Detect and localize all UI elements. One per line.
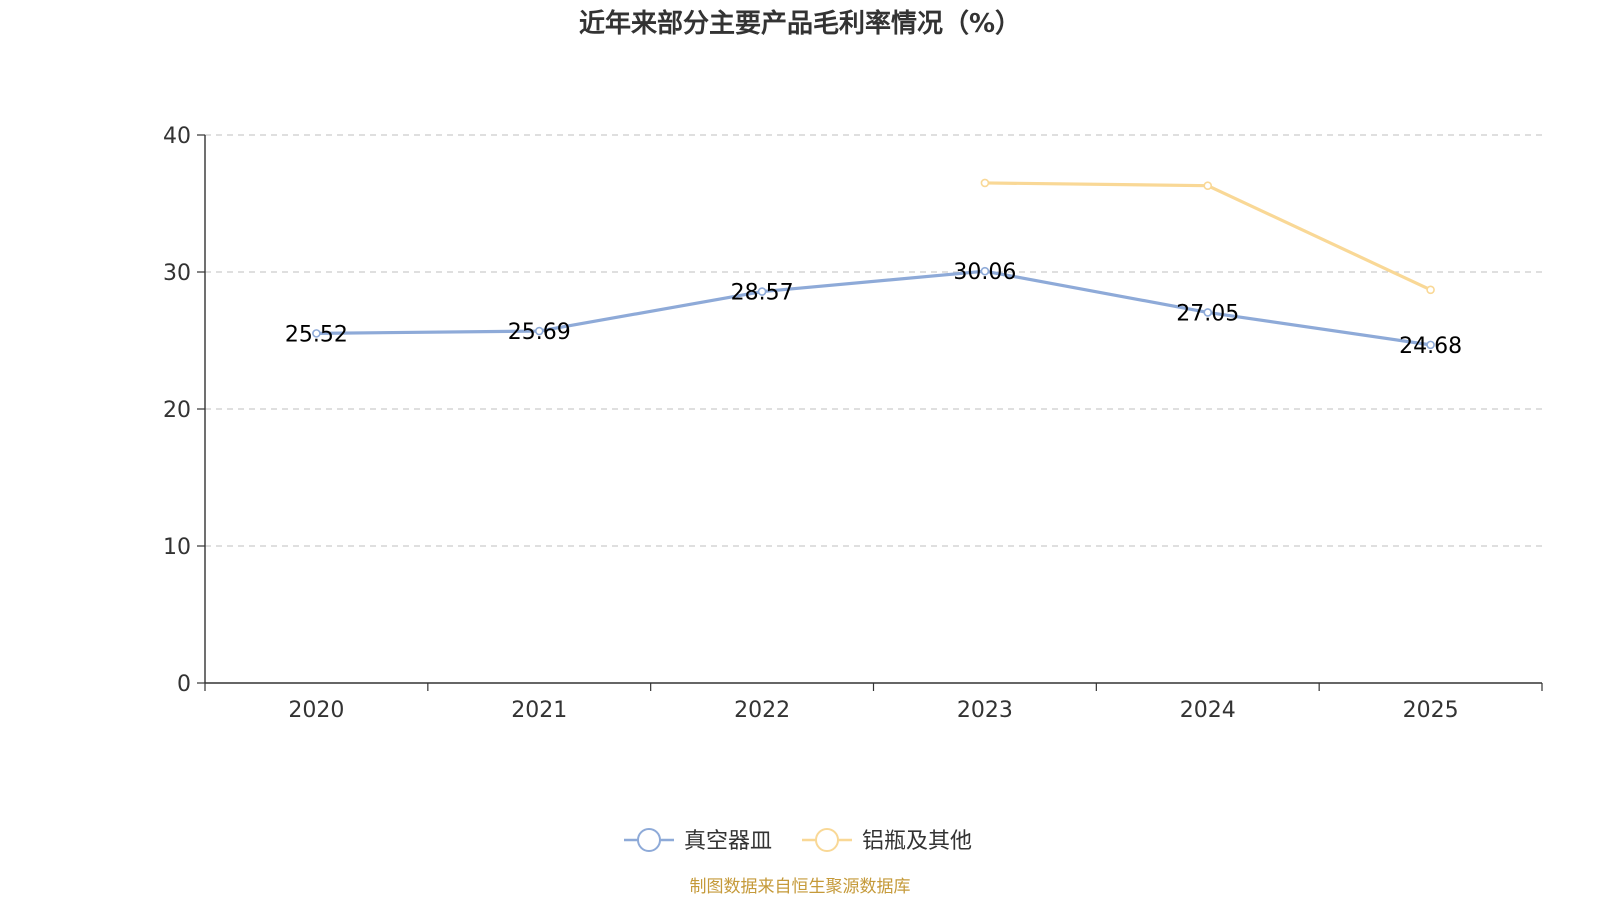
legend[interactable]: 真空器皿 铝瓶及其他 bbox=[624, 828, 972, 854]
data-point[interactable] bbox=[980, 178, 990, 188]
data-point[interactable] bbox=[757, 287, 767, 296]
data-point[interactable] bbox=[980, 266, 990, 276]
y-tick-label: 10 bbox=[163, 535, 191, 560]
legend-circle-icon bbox=[637, 828, 661, 852]
legend-item-0[interactable]: 真空器皿 bbox=[624, 828, 772, 854]
data-label: 24.68 bbox=[1399, 334, 1462, 359]
y-tick-label: 0 bbox=[177, 672, 191, 697]
axes: 0 10 20 30 40 2020 2021 2022 2023 2024 2025 bbox=[163, 124, 1543, 723]
legend-circle-icon bbox=[815, 828, 839, 852]
data-point[interactable] bbox=[1203, 181, 1213, 190]
data-point[interactable] bbox=[312, 329, 321, 338]
series-line-1 bbox=[984, 181, 1432, 292]
data-label: 30.06 bbox=[953, 260, 1016, 285]
data-point[interactable] bbox=[1426, 285, 1435, 295]
data-labels: 25.52 25.69 28.57 30.06 27.05 24.68 bbox=[285, 260, 1462, 359]
series-lines bbox=[312, 178, 1435, 350]
series-line-0 bbox=[316, 269, 1431, 347]
legend-item-1[interactable]: 铝瓶及其他 bbox=[802, 828, 972, 854]
x-tick-label-2024: 2024 bbox=[1180, 698, 1236, 723]
series-1 bbox=[980, 178, 1435, 295]
y-tick-label: 20 bbox=[163, 398, 191, 423]
x-tick-label-2025: 2025 bbox=[1403, 698, 1459, 723]
legend-label: 真空器皿 bbox=[684, 829, 772, 854]
data-point[interactable] bbox=[1426, 340, 1435, 350]
x-tick-label-2021: 2021 bbox=[511, 698, 567, 723]
data-label: 28.57 bbox=[731, 281, 794, 306]
source-note: 制图数据来自恒生聚源数据库 bbox=[690, 877, 911, 897]
data-point[interactable] bbox=[1203, 308, 1213, 317]
data-label: 25.52 bbox=[285, 322, 348, 347]
series-0 bbox=[312, 266, 1435, 350]
x-tick-label-2023: 2023 bbox=[957, 698, 1013, 723]
grid-lines bbox=[205, 134, 1542, 547]
data-point[interactable] bbox=[534, 326, 544, 336]
x-tick-label-2022: 2022 bbox=[734, 698, 790, 723]
data-label: 25.69 bbox=[508, 320, 571, 345]
x-tick-label-2020: 2020 bbox=[288, 698, 344, 723]
data-label: 27.05 bbox=[1176, 301, 1239, 326]
legend-label: 铝瓶及其他 bbox=[862, 829, 972, 854]
y-tick-label: 30 bbox=[163, 261, 191, 286]
chart-title: 近年来部分主要产品毛利率情况（%） bbox=[579, 8, 1021, 39]
y-tick-label: 40 bbox=[163, 124, 191, 149]
